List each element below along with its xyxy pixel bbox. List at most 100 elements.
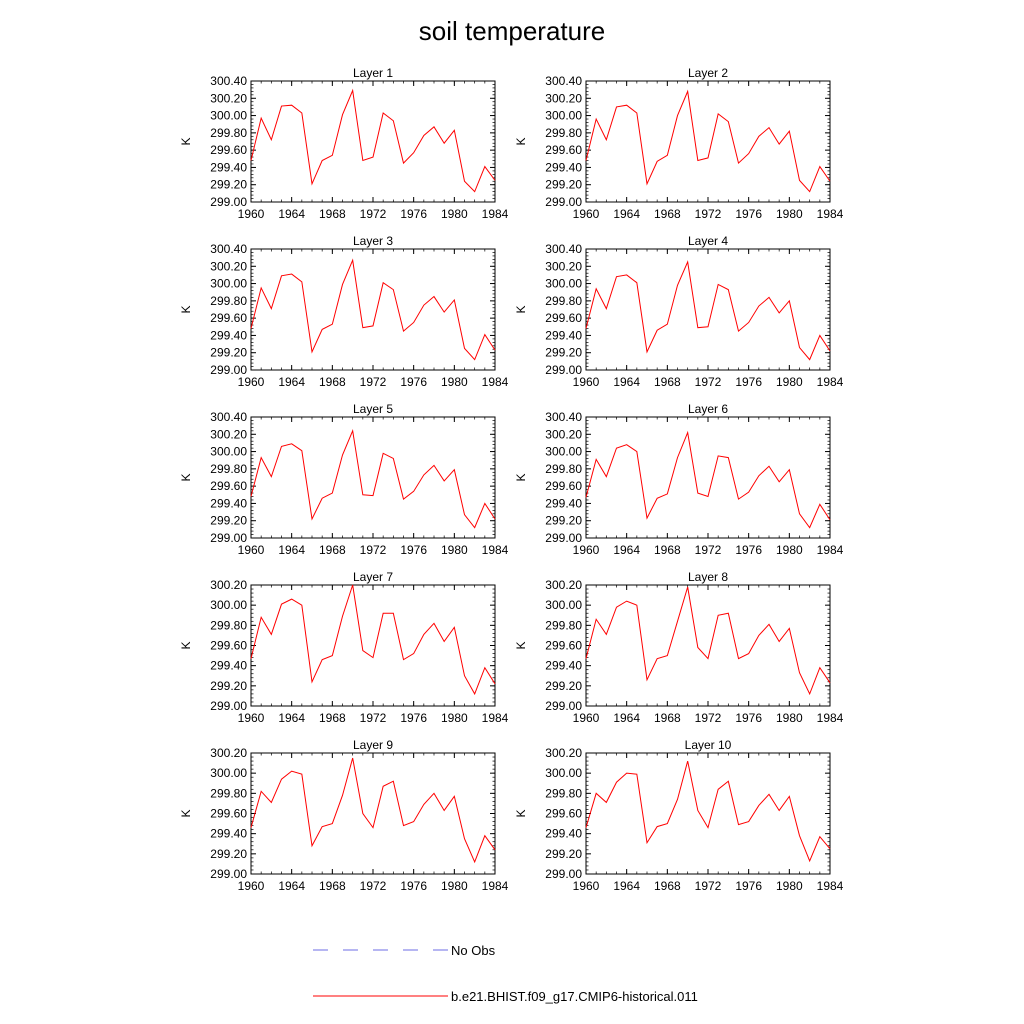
y-tick-label: 300.40: [545, 242, 582, 256]
y-tick-label: 300.40: [210, 410, 247, 424]
x-tick-label: 1976: [400, 711, 427, 725]
plot-frame: [250, 80, 496, 203]
y-tick-label: 300.00: [545, 766, 582, 780]
x-tick-label: 1980: [776, 543, 803, 557]
y-tick-label: 299.20: [210, 514, 247, 528]
series-line-model: [585, 760, 831, 863]
x-tick-label: 1960: [573, 207, 600, 221]
series-line-model: [250, 88, 496, 193]
y-axis-label: K: [514, 809, 528, 817]
x-tick-label: 1964: [278, 711, 305, 725]
y-tick-label: 299.60: [545, 807, 582, 821]
x-tick-label: 1972: [695, 879, 722, 893]
y-axis-label: K: [179, 473, 193, 481]
y-tick-label: 299.00: [210, 867, 247, 881]
y-tick-label: 299.60: [210, 479, 247, 493]
series-line-model: [250, 429, 496, 529]
x-tick-label: 1964: [613, 711, 640, 725]
y-axis-label: K: [514, 641, 528, 649]
panel-title: Layer 6: [688, 402, 728, 416]
y-tick-label: 299.40: [210, 328, 247, 342]
x-tick-label: 1980: [776, 375, 803, 389]
x-tick-label: 1972: [695, 207, 722, 221]
panel-layer-7: Layer 7 1960 1964 1968 1972 1976 1980 1984 299.0…: [179, 570, 509, 725]
y-axis-label: K: [179, 641, 193, 649]
x-tick-label: 1972: [360, 207, 387, 221]
x-tick-label: 1984: [817, 375, 844, 389]
panel-title: Layer 8: [688, 570, 728, 584]
y-tick-label: 299.40: [210, 160, 247, 174]
x-tick-label: 1976: [735, 711, 762, 725]
y-axis-label: K: [514, 137, 528, 145]
panel-title: Layer 3: [353, 234, 393, 248]
y-axis-label: K: [514, 473, 528, 481]
y-tick-label: 300.00: [545, 109, 582, 123]
x-tick-label: 1968: [319, 375, 346, 389]
y-tick-label: 300.20: [545, 259, 582, 273]
y-axis-label: K: [179, 809, 193, 817]
plot-frame: [250, 248, 496, 371]
x-tick-label: 1960: [238, 543, 265, 557]
y-tick-label: 299.60: [210, 807, 247, 821]
y-tick-label: 300.20: [210, 259, 247, 273]
y-tick-label: 299.00: [545, 195, 582, 209]
x-tick-label: 1972: [695, 711, 722, 725]
series-line-model: [585, 430, 831, 529]
y-tick-label: 299.80: [210, 294, 247, 308]
x-tick-label: 1968: [319, 543, 346, 557]
y-tick-label: 300.20: [545, 746, 582, 760]
panel-layer-2: Layer 2 1960 1964 1968 1972 1976 1980 1984 299.0…: [514, 66, 844, 221]
main-title: soil temperature: [419, 16, 605, 46]
y-tick-label: 299.80: [210, 786, 247, 800]
y-tick-label: 299.60: [210, 639, 247, 653]
x-tick-label: 1984: [817, 207, 844, 221]
plot-frame: [585, 80, 831, 203]
x-tick-label: 1984: [817, 543, 844, 557]
y-tick-label: 299.80: [545, 126, 582, 140]
panel-layer-3: Layer 3 1960 1964 1968 1972 1976 1980 1984 299.0…: [179, 234, 509, 389]
x-tick-label: 1984: [482, 879, 509, 893]
x-tick-label: 1960: [238, 879, 265, 893]
y-tick-label: 299.40: [210, 827, 247, 841]
y-tick-label: 299.60: [545, 639, 582, 653]
x-tick-label: 1960: [238, 375, 265, 389]
x-tick-label: 1980: [441, 543, 468, 557]
y-tick-label: 299.40: [545, 328, 582, 342]
panel-title: Layer 7: [353, 570, 393, 584]
panel-title: Layer 2: [688, 66, 728, 80]
x-tick-label: 1984: [482, 375, 509, 389]
panel-layer-10: Layer 10 1960 1964 1968 1972 1976 1980 1984 299.…: [514, 738, 844, 893]
y-tick-label: 300.00: [210, 277, 247, 291]
y-tick-label: 300.40: [210, 74, 247, 88]
y-tick-label: 300.20: [210, 578, 247, 592]
legend: No Obs b.e21.BHIST.f09_g17.CMIP6-histori…: [313, 943, 698, 1004]
x-tick-label: 1964: [613, 207, 640, 221]
series-line-model: [585, 586, 831, 696]
y-tick-label: 299.20: [210, 679, 247, 693]
x-tick-label: 1980: [441, 711, 468, 725]
x-tick-label: 1980: [441, 375, 468, 389]
y-tick-label: 299.00: [545, 531, 582, 545]
x-tick-label: 1964: [278, 207, 305, 221]
x-tick-label: 1964: [613, 543, 640, 557]
x-tick-label: 1984: [817, 879, 844, 893]
panel-layer-1: Layer 1 1960 1964 1968 1972 1976 1980 1984 299.0…: [179, 66, 509, 221]
y-axis-label: K: [514, 305, 528, 313]
x-tick-label: 1984: [482, 207, 509, 221]
y-tick-label: 299.20: [210, 346, 247, 360]
y-tick-label: 299.20: [210, 847, 247, 861]
plot-frame: [585, 248, 831, 371]
x-tick-label: 1972: [695, 375, 722, 389]
panel-layer-5: Layer 5 1960 1964 1968 1972 1976 1980 1984 299.0…: [179, 402, 509, 557]
series-line-model: [250, 258, 496, 361]
x-tick-label: 1976: [735, 375, 762, 389]
x-tick-label: 1960: [238, 207, 265, 221]
x-tick-label: 1984: [817, 711, 844, 725]
y-tick-label: 300.00: [210, 766, 247, 780]
x-tick-label: 1980: [776, 711, 803, 725]
x-tick-label: 1976: [400, 879, 427, 893]
y-tick-label: 299.60: [545, 311, 582, 325]
y-tick-label: 299.40: [210, 659, 247, 673]
panel-layer-9: Layer 9 1960 1964 1968 1972 1976 1980 1984 299.0…: [179, 738, 509, 893]
y-tick-label: 299.20: [545, 514, 582, 528]
